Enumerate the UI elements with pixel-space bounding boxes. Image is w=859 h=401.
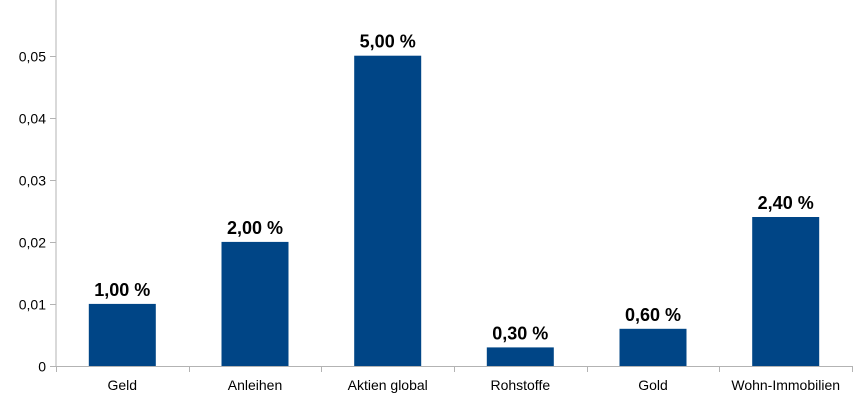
y-tick-label: 0,03 [19, 173, 46, 189]
bar-aktien-global [354, 55, 422, 366]
x-category-label: Geld [108, 377, 138, 393]
bar-wohn-immobilien [752, 217, 820, 366]
bar-geld [88, 303, 156, 366]
y-axis: 0 0,01 0,02 0,03 0,04 0,05 [19, 0, 57, 375]
x-category-label: Rohstoffe [490, 377, 550, 393]
bar-gold [619, 328, 687, 366]
data-label: 0,30 % [492, 323, 548, 343]
bar-rohstoffe [486, 347, 554, 366]
x-category-label: Gold [638, 377, 668, 393]
y-tick-label: 0 [38, 359, 46, 375]
x-axis: Geld Anleihen Aktien global Rohstoffe Gold Wo… [50, 366, 853, 393]
data-labels: 1,00 % 2,00 % 5,00 % 0,30 % 0,60 % 2,40 % [94, 32, 813, 344]
y-tick-label: 0,01 [19, 297, 46, 313]
bars [88, 55, 820, 366]
data-label: 2,00 % [227, 218, 283, 238]
data-label: 0,60 % [625, 305, 681, 325]
y-tick-label: 0,05 [19, 49, 46, 65]
x-category-label: Aktien global [348, 377, 428, 393]
bar-anleihen [221, 241, 289, 366]
y-tick-label: 0,04 [19, 111, 46, 127]
data-label: 2,40 % [758, 193, 814, 213]
x-category-label: Anleihen [228, 377, 283, 393]
x-category-label: Wohn-Immobilien [731, 377, 840, 393]
y-tick-label: 0,02 [19, 235, 46, 251]
data-label: 5,00 % [360, 32, 416, 52]
data-label: 1,00 % [94, 280, 150, 300]
